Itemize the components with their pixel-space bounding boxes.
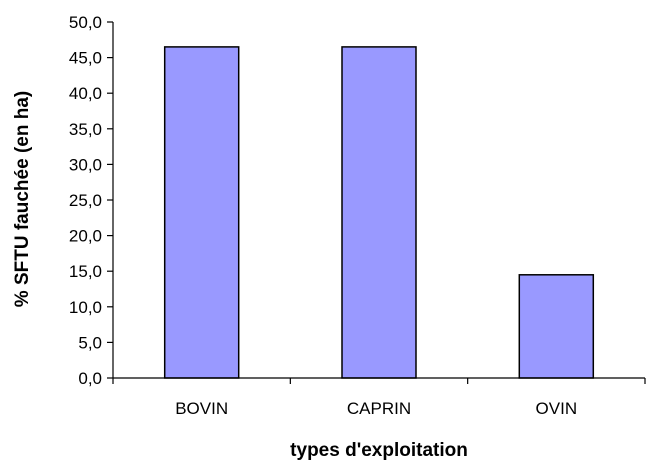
y-tick-label: 50,0 — [69, 13, 102, 32]
x-tick-label: CAPRIN — [347, 399, 411, 418]
y-tick-label: 5,0 — [78, 333, 102, 352]
y-tick-label: 20,0 — [69, 227, 102, 246]
axes: 0,0 5,0 10,0 15,0 20,0 25,0 30,0 35,0 40,0 45,0 50… — [69, 13, 646, 418]
y-tick-label: 15,0 — [69, 262, 102, 281]
y-tick-label: 40,0 — [69, 84, 102, 103]
y-tick-label: 0,0 — [78, 369, 102, 388]
bar-caprin — [341, 46, 417, 379]
x-axis-label: types d'exploitation — [290, 440, 468, 461]
y-tick-label: 30,0 — [69, 155, 102, 174]
x-tick-label: BOVIN — [175, 399, 228, 418]
y-tick-label: 25,0 — [69, 191, 102, 210]
x-tick-label: OVIN — [536, 399, 578, 418]
y-tick-label: 35,0 — [69, 120, 102, 139]
y-tick-label: 10,0 — [69, 298, 102, 317]
y-axis-label: % SFTU fauchée (en ha) — [12, 91, 33, 307]
bar-bovin — [163, 46, 240, 379]
plot-area — [163, 46, 595, 379]
y-tick-label: 45,0 — [69, 49, 102, 68]
bar-ovin — [518, 274, 595, 379]
